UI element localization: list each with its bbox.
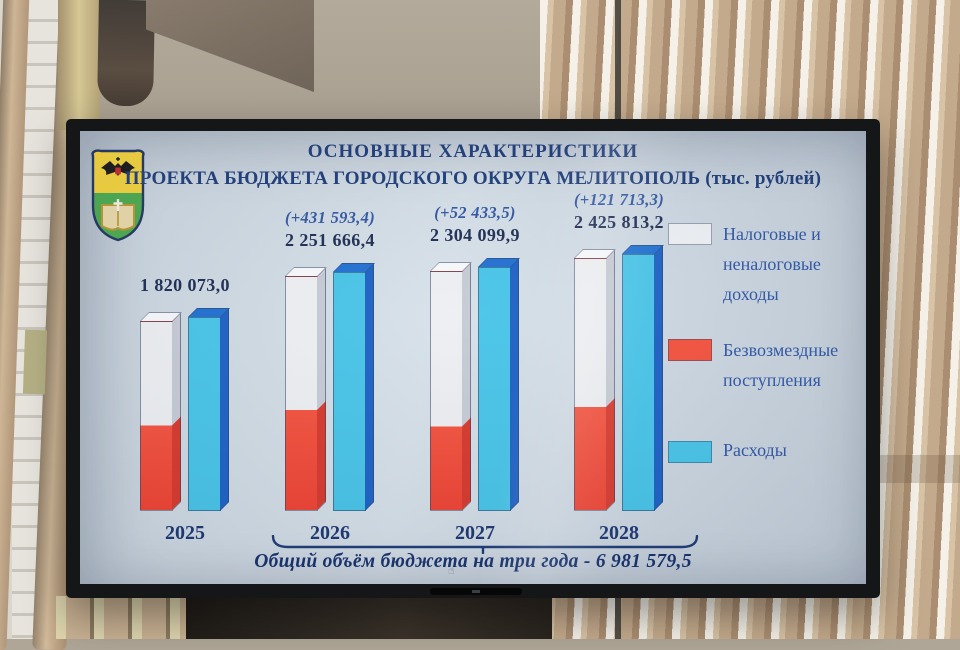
expenses-bar-front	[622, 254, 655, 511]
tv-brand-bar	[430, 588, 522, 595]
tv-display: ОСНОВНЫЕ ХАРАКТЕРИСТИКИ ПРОЕКТА БЮДЖЕТА …	[66, 119, 880, 598]
income-bar-side	[606, 249, 615, 511]
bar-value-labels-2026: (+431 593,4) 2 251 666,4	[240, 207, 420, 251]
increment-label: (+52 433,5)	[434, 203, 516, 222]
legend-swatch-incomes	[668, 223, 712, 245]
legend-swatch-expenses	[668, 441, 712, 463]
income-bar-side	[172, 312, 181, 511]
expenses-bar-side	[510, 258, 519, 511]
book-emblem	[101, 199, 135, 231]
income-bar-2027	[430, 262, 472, 511]
bar-value-labels-2025: 1 820 073,0	[95, 274, 275, 296]
coat-of-arms	[86, 147, 150, 250]
income-bar-side	[462, 262, 471, 511]
income-bar-2026	[285, 267, 327, 511]
bar-value-labels-2027: (+52 433,5) 2 304 099,9	[385, 202, 565, 246]
total-label: 2 251 666,4	[285, 230, 375, 250]
chart-legend: Налоговые и неналоговые доходы Безвозмез…	[668, 219, 864, 463]
expenses-bar-side	[220, 308, 229, 511]
years-bracket	[271, 535, 699, 554]
income-bar-2028	[574, 249, 616, 511]
legend-item-expenses: Расходы	[668, 437, 864, 463]
eagle-emblem	[101, 157, 135, 176]
increment-label: (+431 593,4)	[285, 208, 375, 227]
slide-title-line1: ОСНОВНЫЕ ХАРАКТЕРИСТИКИ	[307, 141, 639, 162]
window-blinds-below-left	[56, 596, 196, 639]
window-frame-edge	[22, 329, 48, 395]
legend-item-grants: Безвозмездные поступления	[668, 335, 864, 395]
blind-slat	[58, 0, 100, 130]
bar-value-labels-2028: (+121 713,3) 2 425 813,2	[529, 189, 709, 233]
income-bar-front	[574, 258, 607, 511]
year-label-2026: 2026	[310, 522, 350, 544]
expenses-bar-front	[478, 267, 511, 511]
expenses-bar-front	[188, 317, 221, 511]
slide-title-line2: ПРОЕКТА БЮДЖЕТА ГОРОДСКОГО ОКРУГА МЕЛИТО…	[124, 168, 822, 189]
coat-of-arms-shield	[91, 149, 145, 242]
expenses-bar-2027	[478, 258, 520, 511]
expenses-bar-side	[654, 245, 663, 511]
presentation-slide: ОСНОВНЫЕ ХАРАКТЕРИСТИКИ ПРОЕКТА БЮДЖЕТА …	[80, 131, 866, 584]
legend-swatch-grants	[668, 339, 712, 361]
expenses-bar-side	[365, 263, 374, 511]
chart-area: 1 820 073,0 2025 (+431 593,4) 2 251 666,4 20…	[80, 131, 866, 584]
budget-total-caption: Общий объём бюджета на три года - 6 981 …	[254, 551, 692, 572]
legend-label: Налоговые и неналоговые доходы	[723, 224, 821, 304]
year-label-2028: 2028	[599, 522, 639, 544]
income-bar-front	[140, 321, 173, 511]
legend-label: Безвозмездные поступления	[723, 340, 839, 390]
income-bar-front	[430, 271, 463, 511]
year-label-2027: 2027	[455, 522, 495, 544]
total-label: 2 304 099,9	[430, 225, 520, 245]
hand-cursor-icon: ☝	[448, 564, 455, 577]
income-bar-2025	[140, 312, 182, 511]
total-label: 1 820 073,0	[140, 275, 230, 295]
expenses-bar-2026	[333, 263, 375, 511]
total-label: 2 425 813,2	[574, 212, 664, 232]
expenses-bar-2025	[188, 308, 230, 511]
increment-label: (+121 713,3)	[574, 190, 664, 209]
legend-label: Расходы	[723, 440, 787, 460]
expenses-bar-2028	[622, 245, 664, 511]
legend-item-incomes: Налоговые и неналоговые доходы	[668, 219, 864, 309]
tv-screen: ОСНОВНЫЕ ХАРАКТЕРИСТИКИ ПРОЕКТА БЮДЖЕТА …	[80, 131, 866, 584]
expenses-bar-front	[333, 272, 366, 511]
income-bar-front	[285, 276, 318, 511]
year-label-2025: 2025	[165, 522, 205, 544]
room-shadow	[186, 596, 552, 639]
income-bar-side	[317, 267, 326, 511]
